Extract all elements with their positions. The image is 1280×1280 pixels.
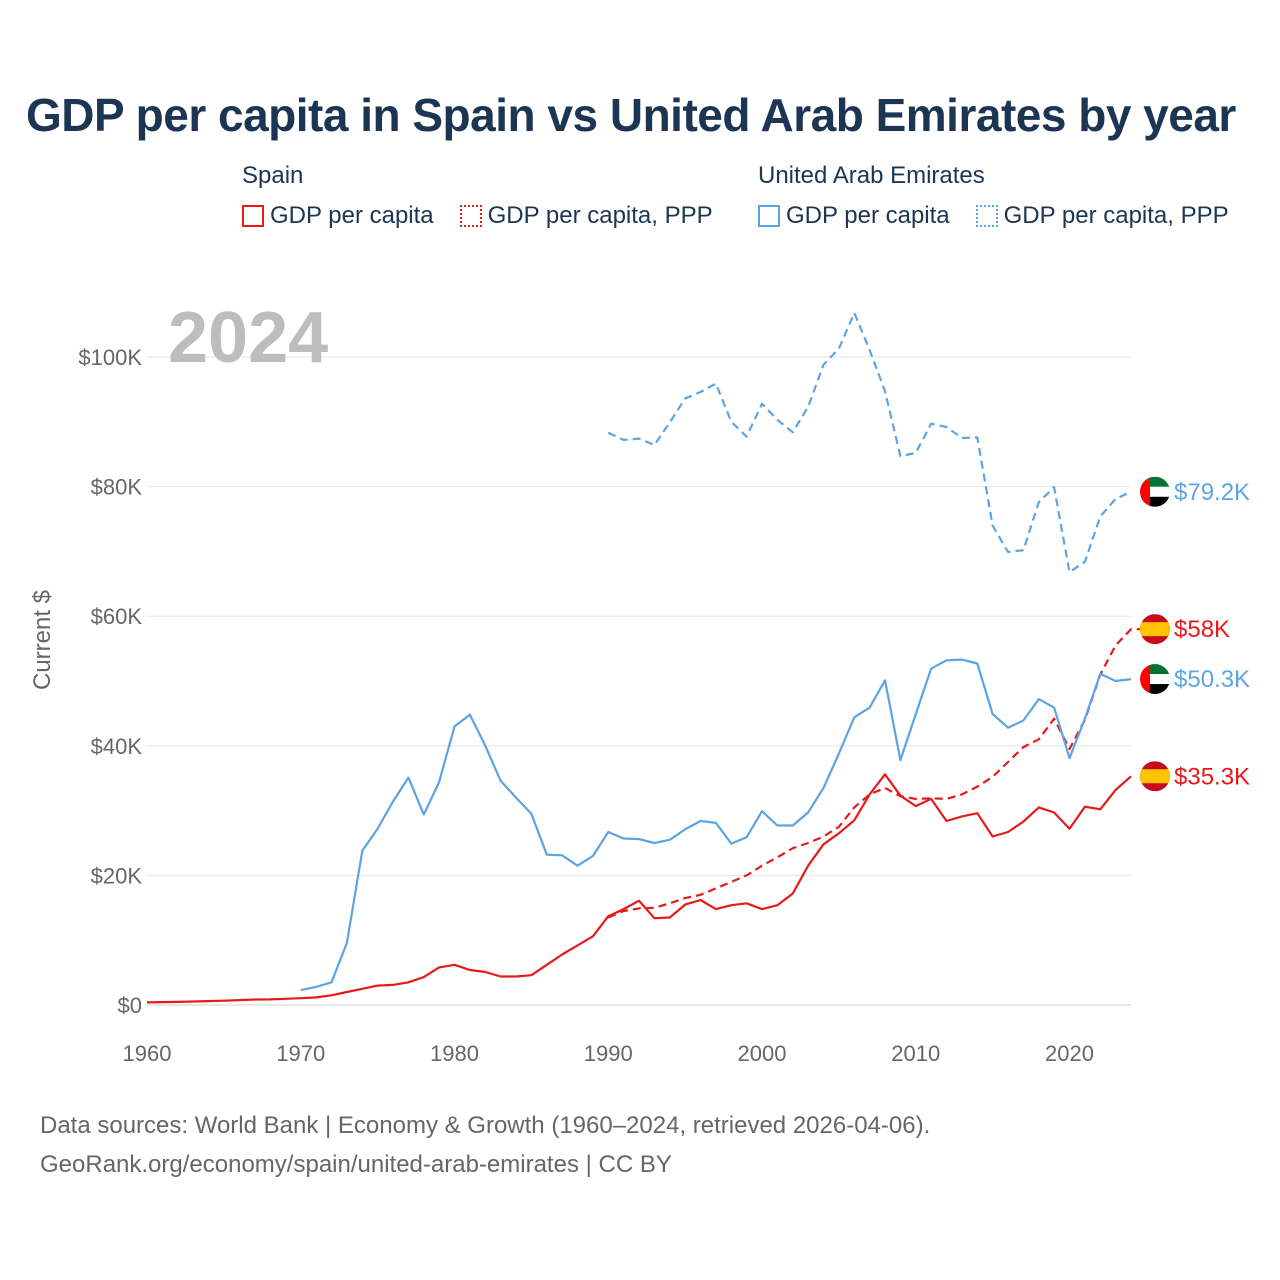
- end-label-layer: $35.3K $58K $50.3K $79.2K: [1140, 476, 1250, 792]
- uae-gdp-end-label: $50.3K: [1174, 666, 1250, 693]
- x-tick-label: 1980: [430, 1041, 479, 1066]
- legend-item-spain-ppp[interactable]: GDP per capita, PPP: [459, 202, 713, 230]
- series-layer: [146, 311, 1147, 1004]
- legend-swatch-dotted: [975, 205, 998, 227]
- grid-layer: [147, 356, 1131, 1006]
- y-tick-label: $100K: [78, 345, 142, 370]
- spain-gdp-line: [146, 773, 1132, 1004]
- flag-stripe: [1140, 769, 1170, 784]
- year-watermark: 2024: [168, 298, 328, 378]
- chart-title: GDP per capita in Spain vs United Arab E…: [26, 89, 1236, 141]
- flag-stripe: [1140, 664, 1170, 675]
- legend-swatch-solid: [242, 205, 264, 227]
- legend-label: GDP per capita: [270, 202, 434, 229]
- axis-layer: $0 $20K $40K $60K $80K $100K 1960 1970 1980 1990 2…: [78, 345, 1094, 1066]
- legend-group-spain: Spain GDP per capita GDP per capita, PPP: [242, 162, 713, 230]
- legend-item-uae-gdp[interactable]: GDP per capita: [758, 202, 950, 230]
- legend-label: GDP per capita, PPP: [1003, 202, 1229, 229]
- flag-fill: [1140, 614, 1170, 645]
- flag-fill: [1140, 664, 1170, 695]
- legend-swatch-dotted: [459, 205, 482, 227]
- legend-label: GDP per capita: [786, 202, 950, 229]
- x-tick-label: 1990: [584, 1041, 633, 1066]
- y-tick-label: $80K: [91, 475, 143, 500]
- footer-sources: Data sources: World Bank | Economy & Gro…: [40, 1112, 931, 1139]
- flag-stripe: [1140, 486, 1170, 497]
- x-tick-label: 2020: [1045, 1041, 1094, 1066]
- uae-gdp-line: [300, 658, 1132, 992]
- y-axis-title: Current $: [29, 590, 56, 690]
- legend-item-spain-gdp[interactable]: GDP per capita: [242, 202, 434, 230]
- uae-flag-icon: [1140, 664, 1170, 695]
- flag-stripe: [1140, 622, 1170, 637]
- flag-fill: [1140, 761, 1170, 792]
- footer-link[interactable]: GeoRank.org/economy/spain/united-arab-em…: [40, 1151, 672, 1178]
- legend-item-uae-ppp[interactable]: GDP per capita, PPP: [975, 202, 1229, 230]
- y-tick-label: $40K: [91, 734, 143, 759]
- legend-group-title: Spain: [242, 162, 304, 189]
- legend-group-title: United Arab Emirates: [758, 162, 985, 189]
- spain-flag-icon: [1140, 761, 1170, 792]
- spain-ppp-end-label: $58K: [1174, 616, 1230, 643]
- uae-ppp-end-label: $79.2K: [1174, 479, 1250, 506]
- flag-fill: [1140, 476, 1170, 507]
- footer: Data sources: World Bank | Economy & Gro…: [40, 1106, 930, 1184]
- flag-stripe: [1140, 684, 1170, 695]
- flag-stripe: [1140, 476, 1170, 487]
- x-tick-label: 2000: [738, 1041, 787, 1066]
- spain-ppp-line: [607, 628, 1147, 919]
- spain-flag-icon: [1140, 614, 1170, 645]
- legend-group-uae: United Arab Emirates GDP per capita GDP …: [758, 162, 1229, 230]
- flag-stripe: [1140, 664, 1150, 695]
- x-tick-label: 1960: [123, 1041, 172, 1066]
- flag-stripe: [1140, 476, 1150, 507]
- y-tick-label: $20K: [91, 863, 143, 888]
- legend-swatch-solid: [758, 205, 780, 227]
- flag-stripe: [1140, 496, 1170, 507]
- x-tick-label: 2010: [891, 1041, 940, 1066]
- legend-label: GDP per capita, PPP: [487, 202, 713, 229]
- x-tick-label: 1970: [276, 1041, 325, 1066]
- uae-ppp-line: [607, 311, 1132, 574]
- flag-stripe: [1140, 674, 1170, 685]
- uae-flag-icon: [1140, 476, 1170, 507]
- y-tick-label: $0: [118, 993, 142, 1018]
- y-tick-label: $60K: [91, 604, 143, 629]
- spain-gdp-end-label: $35.3K: [1174, 763, 1250, 790]
